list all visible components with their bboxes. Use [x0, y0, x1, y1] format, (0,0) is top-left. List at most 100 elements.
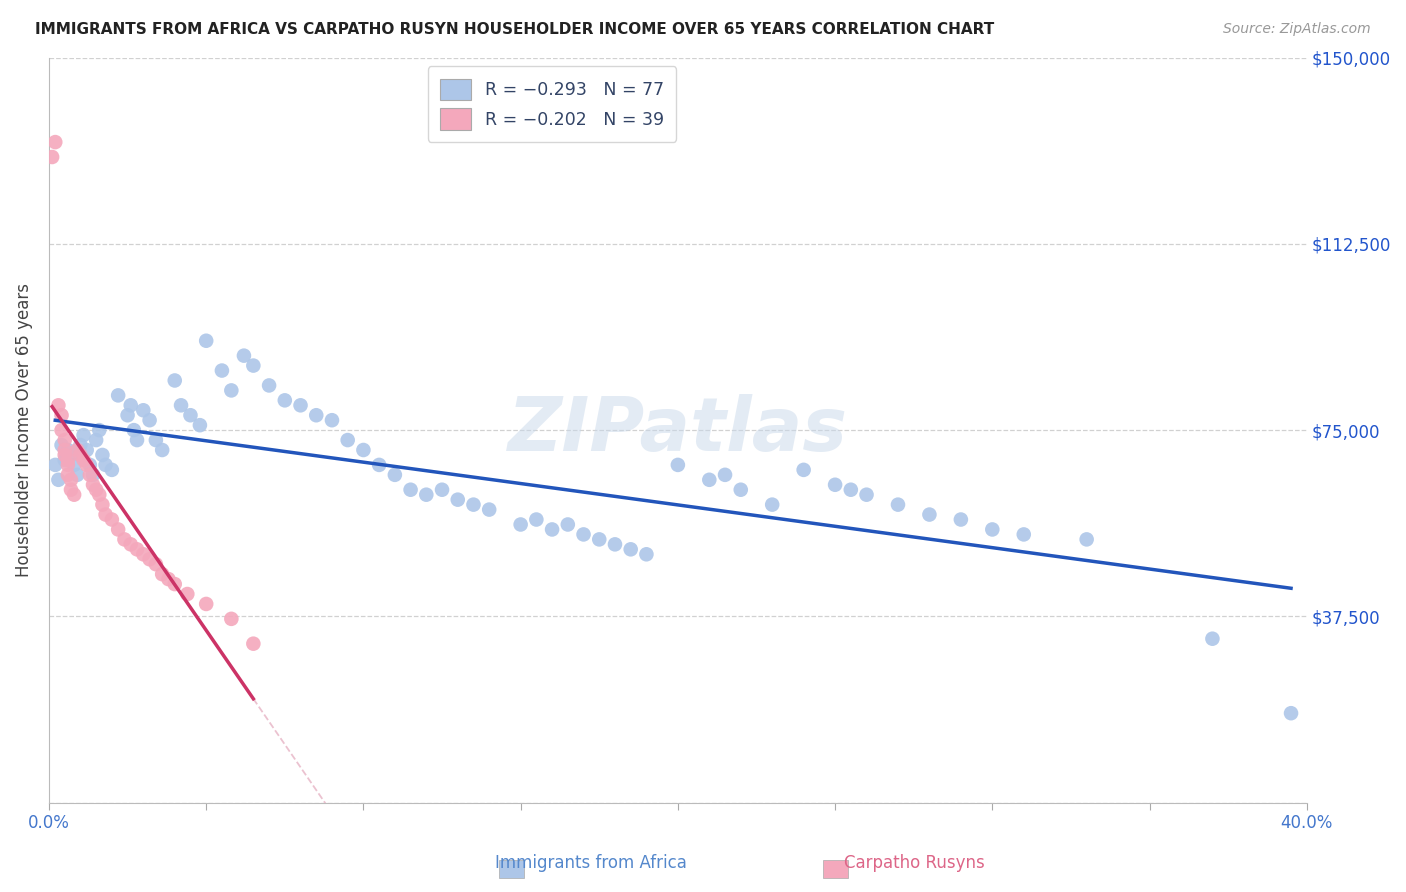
Point	[91, 498, 114, 512]
Point	[714, 467, 737, 482]
Point	[48, 398, 70, 412]
Point	[399, 483, 422, 497]
Point	[730, 483, 752, 497]
Point	[117, 409, 139, 423]
Point	[211, 363, 233, 377]
Point	[163, 577, 186, 591]
Point	[91, 448, 114, 462]
Point	[101, 463, 124, 477]
Point	[855, 488, 877, 502]
Point	[72, 428, 94, 442]
Point	[56, 458, 79, 472]
Point	[53, 433, 76, 447]
Point	[122, 423, 145, 437]
Point	[949, 512, 972, 526]
Point	[51, 423, 73, 437]
Point	[94, 508, 117, 522]
Text: Immigrants from Africa: Immigrants from Africa	[495, 855, 686, 872]
Point	[84, 483, 107, 497]
Point	[221, 612, 243, 626]
Text: Carpatho Rusyns: Carpatho Rusyns	[844, 855, 984, 872]
Point	[53, 453, 76, 467]
Point	[242, 359, 264, 373]
Point	[1279, 706, 1302, 721]
Point	[41, 150, 63, 164]
Point	[541, 523, 564, 537]
Point	[524, 512, 547, 526]
Point	[82, 477, 104, 491]
Point	[66, 442, 89, 457]
Point	[981, 523, 1004, 537]
Point	[761, 498, 783, 512]
Point	[352, 442, 374, 457]
Point	[368, 458, 391, 472]
Point	[195, 334, 218, 348]
Point	[1201, 632, 1223, 646]
Point	[107, 523, 129, 537]
Text: ZIPatlas: ZIPatlas	[508, 393, 848, 467]
Point	[384, 467, 406, 482]
Point	[59, 473, 82, 487]
Point	[63, 488, 86, 502]
Point	[150, 442, 173, 457]
Point	[56, 467, 79, 482]
Point	[179, 409, 201, 423]
Point	[697, 473, 720, 487]
Point	[145, 558, 167, 572]
Point	[666, 458, 689, 472]
Y-axis label: Householder Income Over 65 years: Householder Income Over 65 years	[15, 283, 32, 577]
Point	[125, 542, 148, 557]
Point	[89, 423, 111, 437]
Point	[572, 527, 595, 541]
Point	[84, 433, 107, 447]
Point	[195, 597, 218, 611]
Point	[478, 502, 501, 516]
Point	[447, 492, 470, 507]
Point	[274, 393, 297, 408]
Point	[430, 483, 453, 497]
Point	[56, 442, 79, 457]
Point	[509, 517, 531, 532]
Point	[232, 349, 254, 363]
Point	[56, 453, 79, 467]
Point	[603, 537, 626, 551]
Point	[79, 467, 101, 482]
Point	[170, 398, 193, 412]
Legend: R = −0.293   N = 77, R = −0.202   N = 39: R = −0.293 N = 77, R = −0.202 N = 39	[427, 66, 676, 142]
Point	[620, 542, 643, 557]
Point	[588, 533, 610, 547]
Point	[69, 448, 91, 462]
Point	[53, 448, 76, 462]
Point	[636, 547, 658, 561]
Point	[89, 488, 111, 502]
Text: IMMIGRANTS FROM AFRICA VS CARPATHO RUSYN HOUSEHOLDER INCOME OVER 65 YEARS CORREL: IMMIGRANTS FROM AFRICA VS CARPATHO RUSYN…	[35, 22, 994, 37]
Point	[120, 537, 142, 551]
Point	[839, 483, 862, 497]
Point	[44, 458, 66, 472]
Point	[120, 398, 142, 412]
Point	[69, 438, 91, 452]
Point	[76, 442, 98, 457]
Point	[138, 413, 160, 427]
Point	[125, 433, 148, 447]
Point	[63, 458, 86, 472]
Point	[48, 473, 70, 487]
Point	[132, 403, 155, 417]
Point	[138, 552, 160, 566]
Point	[157, 572, 180, 586]
Point	[132, 547, 155, 561]
Point	[415, 488, 437, 502]
Text: Source: ZipAtlas.com: Source: ZipAtlas.com	[1223, 22, 1371, 37]
Point	[463, 498, 485, 512]
Point	[887, 498, 910, 512]
Point	[557, 517, 579, 532]
Point	[76, 458, 98, 472]
Point	[51, 409, 73, 423]
Point	[114, 533, 136, 547]
Point	[51, 438, 73, 452]
Point	[321, 413, 343, 427]
Point	[221, 384, 243, 398]
Point	[53, 442, 76, 457]
Point	[150, 567, 173, 582]
Point	[72, 453, 94, 467]
